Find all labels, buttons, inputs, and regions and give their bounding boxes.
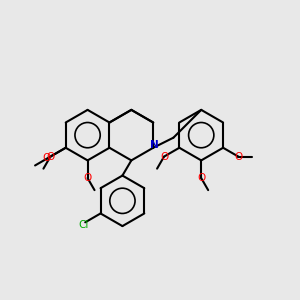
Text: O: O [234, 152, 242, 162]
Text: N: N [150, 140, 159, 150]
Text: O: O [160, 152, 168, 162]
Text: O: O [197, 173, 205, 183]
Text: O: O [46, 152, 55, 162]
Text: O: O [83, 173, 92, 183]
Text: Cl: Cl [79, 220, 89, 230]
Text: O: O [43, 153, 51, 163]
